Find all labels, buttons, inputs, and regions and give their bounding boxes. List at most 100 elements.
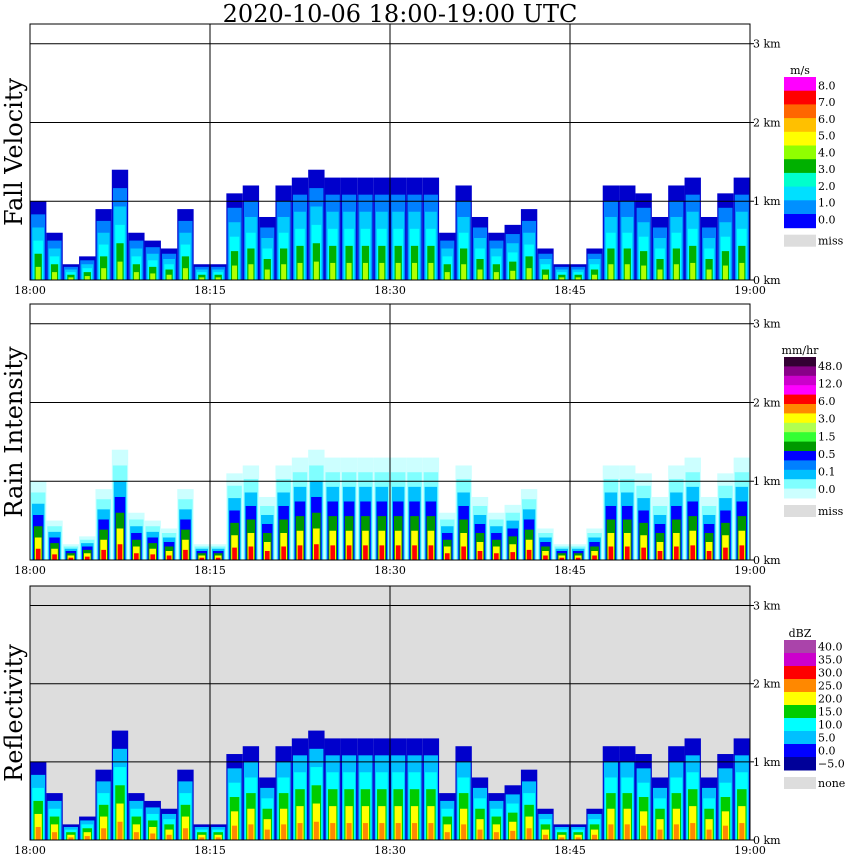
y-tick-label: 1 km — [753, 475, 781, 488]
x-tick-label: 18:15 — [194, 844, 226, 857]
colorbar-swatch — [784, 451, 816, 461]
colorbar-swatch — [784, 131, 816, 146]
colorbar-label: 2.0 — [818, 180, 836, 193]
colorbar-miss-label: miss — [818, 235, 844, 248]
colorbar-swatch — [784, 692, 816, 706]
echo-column-2 — [68, 837, 74, 840]
echo-column-0 — [690, 262, 696, 280]
x-tick-label: 18:45 — [554, 284, 586, 297]
echo-column-1 — [117, 544, 123, 560]
echo-column-1 — [232, 547, 237, 560]
echo-column-2 — [182, 828, 188, 840]
x-tick-label: 18:45 — [554, 564, 586, 577]
echo-column-1 — [101, 549, 106, 560]
echo-column-0 — [510, 270, 516, 280]
colorbar-swatch — [784, 214, 816, 229]
colorbar-swatch — [784, 479, 816, 490]
echo-column-1 — [526, 549, 532, 560]
echo-column-1 — [281, 546, 286, 560]
echo-column-0 — [101, 268, 107, 280]
echo-column-2 — [690, 823, 696, 840]
colorbar-label: 0.0 — [818, 745, 836, 758]
colorbar-swatch — [784, 159, 816, 174]
echo-column-2 — [412, 823, 418, 840]
echo-column-2 — [492, 824, 500, 840]
x-tick-label: 19:00 — [734, 284, 766, 297]
colorbar-label: 12.0 — [818, 377, 843, 390]
colorbar-swatch — [784, 104, 816, 119]
x-tick-label: 18:00 — [14, 284, 46, 297]
echo-column-1 — [134, 553, 139, 560]
echo-column-2 — [444, 832, 450, 840]
echo-column-1 — [674, 546, 679, 560]
echo-column-2 — [101, 828, 107, 840]
echo-column-1 — [199, 557, 205, 560]
echo-column-2 — [493, 832, 499, 840]
echo-column-0 — [641, 265, 647, 280]
echo-column-1 — [624, 546, 630, 560]
colorbar-label: 0.5 — [818, 448, 836, 461]
colorbar-swatch — [784, 744, 816, 758]
colorbar-swatch — [784, 679, 816, 693]
echo-column-0 — [248, 264, 254, 280]
echo-column-1 — [68, 557, 74, 560]
echo-column-0 — [313, 261, 319, 280]
echo-column-0 — [542, 274, 548, 280]
echo-column-2 — [199, 837, 205, 840]
colorbar-swatch — [784, 357, 816, 367]
colorbar-label: 3.0 — [818, 163, 836, 176]
colorbar-label: 20.0 — [818, 693, 843, 706]
x-tick-label: 18:15 — [194, 284, 226, 297]
echo-column-1 — [706, 550, 712, 560]
colorbar-label: 0.0 — [818, 213, 836, 226]
echo-column-2 — [739, 823, 745, 840]
echo-column-0 — [215, 277, 221, 280]
x-tick-label: 18:00 — [14, 564, 46, 577]
colorbar-label: 10.0 — [818, 719, 843, 732]
colorbar-swatch — [784, 460, 816, 471]
y-tick-label: 3 km — [753, 600, 781, 613]
colorbar-swatch — [784, 366, 816, 377]
colorbar-unit: dBZ — [789, 627, 812, 640]
colorbar-label: 1.5 — [818, 430, 836, 443]
echo-column-2 — [477, 829, 483, 840]
colorbar-swatch — [784, 640, 816, 654]
echo-column-0 — [428, 262, 434, 280]
echo-column-1 — [494, 553, 499, 560]
colorbar-label: 6.0 — [818, 113, 836, 126]
colorbar-label: −5.0 — [818, 758, 845, 771]
y-tick-label: 0 km — [753, 274, 781, 287]
colorbar-label: 25.0 — [818, 680, 843, 693]
colorbar-swatch — [784, 145, 816, 160]
echo-column-2 — [526, 828, 532, 840]
colorbar-swatch — [784, 469, 816, 480]
echo-column-1 — [690, 545, 696, 560]
echo-column-2 — [575, 837, 581, 840]
echo-column-2 — [313, 821, 319, 840]
colorbar-swatch — [784, 375, 816, 386]
echo-column-0 — [412, 262, 418, 280]
echo-column-1 — [412, 545, 417, 560]
x-tick-label: 19:00 — [734, 844, 766, 857]
colorbar-swatch — [784, 757, 816, 771]
colorbar-swatch — [784, 422, 816, 433]
colorbar-miss-label: miss — [818, 505, 844, 518]
colorbar-label: 3.0 — [818, 413, 836, 426]
colorbar-unit: mm/hr — [782, 344, 820, 357]
echo-column-1 — [346, 545, 352, 560]
echo-column-1 — [248, 546, 254, 560]
colorbar-label: 5.0 — [818, 130, 836, 143]
colorbar-label: 0.0 — [818, 483, 836, 496]
echo-column-1 — [379, 545, 385, 560]
echo-column-0 — [52, 272, 58, 280]
colorbar-unit: m/s — [790, 64, 810, 77]
echo-column-2 — [722, 825, 728, 840]
echo-column-2 — [608, 824, 614, 840]
colorbar-swatch — [784, 394, 816, 405]
y-axis-label: Rain Intensity — [0, 346, 28, 518]
colorbar-swatch — [784, 90, 816, 105]
colorbar-swatch — [784, 404, 816, 414]
colorbar-label: 6.0 — [818, 395, 836, 408]
echo-column-1 — [444, 553, 450, 560]
colorbar-label: 0.1 — [818, 466, 836, 479]
